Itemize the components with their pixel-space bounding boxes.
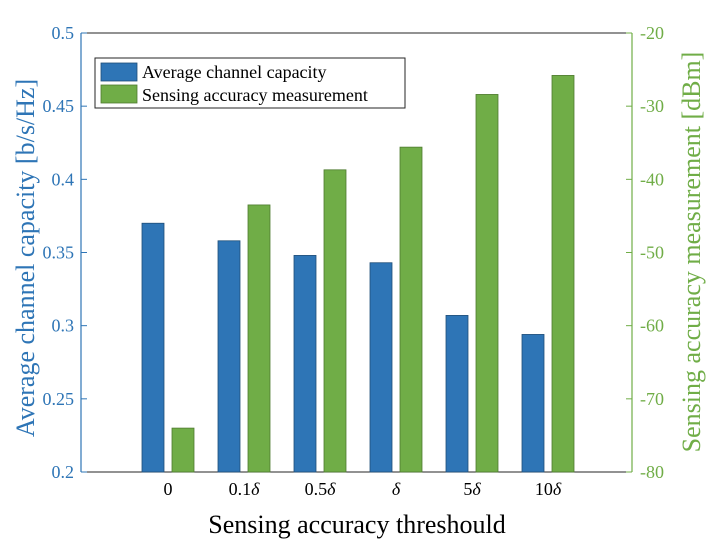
- x-tick-label: 0.5δ: [305, 479, 337, 499]
- right-tick-label: -20: [640, 23, 664, 43]
- legend-label-sensing-accuracy: Sensing accuracy measurement: [142, 85, 368, 105]
- legend: Average channel capacity Sensing accurac…: [94, 57, 406, 109]
- right-tick-label: -50: [640, 243, 664, 263]
- bar-channel-capacity: [141, 222, 165, 473]
- legend-swatch-sensing-accuracy: [100, 84, 138, 104]
- right-tick-label: -60: [640, 316, 664, 336]
- x-tick-label: 10δ: [535, 479, 562, 499]
- x-axis: 0 0.1δ 0.5δ δ 5δ 10δ: [164, 479, 562, 499]
- right-tick-label: -30: [640, 96, 664, 116]
- legend-box: [94, 57, 406, 109]
- left-tick-label: 0.4: [52, 169, 75, 189]
- x-tick-label: 0.1δ: [229, 479, 261, 499]
- right-tick-label: -80: [640, 462, 664, 482]
- bar-sensing-accuracy: [247, 204, 271, 473]
- x-tick-label: 5δ: [463, 479, 481, 499]
- left-axis-title: Average channel capacity [b/s/Hz]: [11, 79, 40, 437]
- right-tick-label: -40: [640, 169, 664, 189]
- left-tick-label: 0.2: [52, 462, 75, 482]
- bar-sensing-accuracy: [171, 427, 195, 473]
- right-tick-label: -70: [640, 389, 664, 409]
- left-tick-label: 0.35: [43, 243, 75, 263]
- x-tick-label: 0: [164, 479, 173, 499]
- bar-channel-capacity: [293, 255, 317, 473]
- left-tick-label: 0.45: [43, 96, 75, 116]
- left-tick-label: 0.25: [43, 389, 75, 409]
- bar-sensing-accuracy: [551, 75, 575, 473]
- bar-channel-capacity: [217, 240, 241, 473]
- left-tick-label: 0.5: [52, 23, 75, 43]
- left-tick-label: 0.3: [52, 316, 75, 336]
- left-axis: 0.2 0.25 0.3 0.35 0.4 0.45 0.5: [43, 23, 87, 482]
- bar-sensing-accuracy: [475, 94, 499, 473]
- bar-channel-capacity: [445, 315, 469, 473]
- right-axis: -80 -70 -60 -50 -40 -30 -20: [626, 23, 664, 482]
- bar-channel-capacity: [369, 262, 393, 473]
- right-axis-title: Sensing accuracy measurement [dBm]: [677, 52, 706, 453]
- legend-swatch-channel-capacity: [100, 62, 138, 82]
- bar-channel-capacity: [521, 334, 545, 473]
- bar-sensing-accuracy: [323, 169, 347, 473]
- x-axis-title: Sensing accuracy threshould: [208, 510, 505, 539]
- x-tick-label: δ: [392, 479, 401, 499]
- bars: [141, 75, 575, 473]
- bar-sensing-accuracy: [399, 146, 423, 473]
- legend-label-channel-capacity: Average channel capacity: [142, 62, 327, 82]
